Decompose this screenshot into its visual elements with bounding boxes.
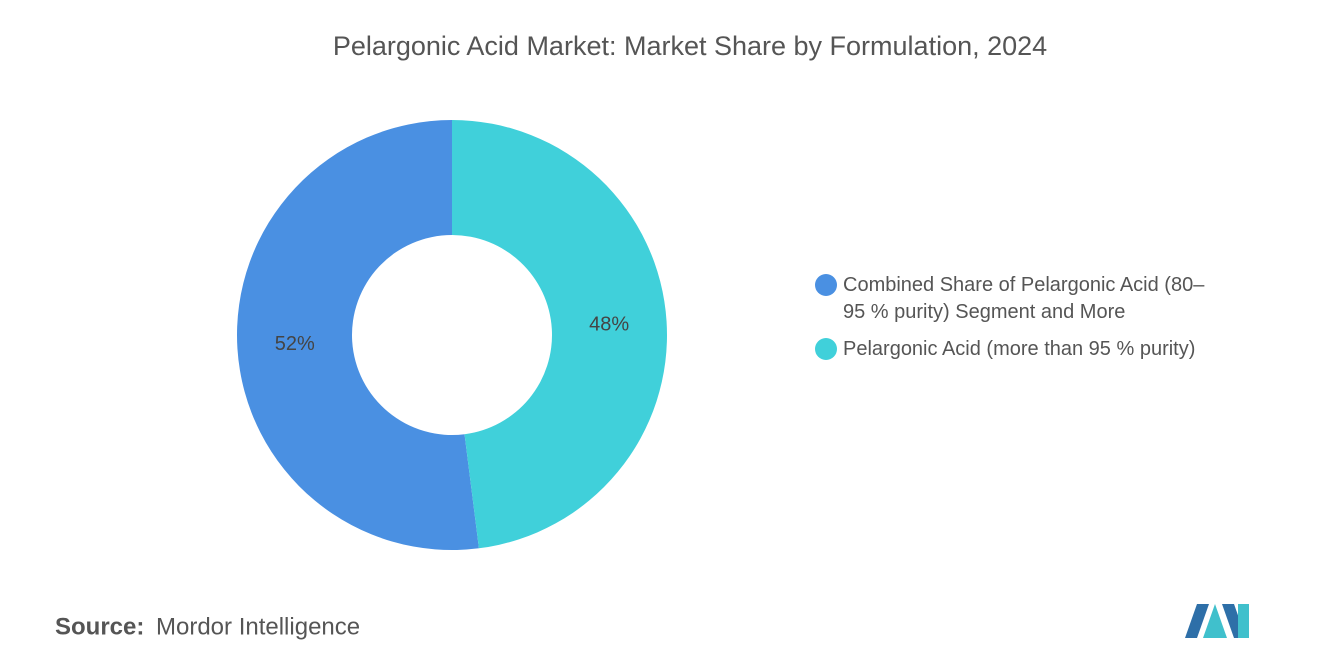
value-label: 48% [589, 313, 629, 335]
source: Mordor Intelligence [156, 613, 360, 640]
legend-swatch [815, 338, 837, 360]
donut-slice [452, 120, 668, 549]
legend-swatch [815, 274, 837, 296]
legend-label: Pelargonic Acid (more than 95 % purity) [843, 338, 1196, 360]
value-label: 52% [275, 333, 315, 355]
chart-title: Pelargonic Acid Market: Market Share by … [333, 31, 1047, 61]
legend-label: Combined Share of Pelargonic Acid (80–95… [843, 274, 1205, 323]
legend-item: Pelargonic Acid (more than 95 % purity) [815, 336, 1235, 363]
legend-item: Combined Share of Pelargonic Acid (80–95… [815, 272, 1235, 326]
source-label: Source: [55, 613, 144, 640]
logo [1185, 604, 1249, 638]
donut-slice [237, 120, 479, 550]
